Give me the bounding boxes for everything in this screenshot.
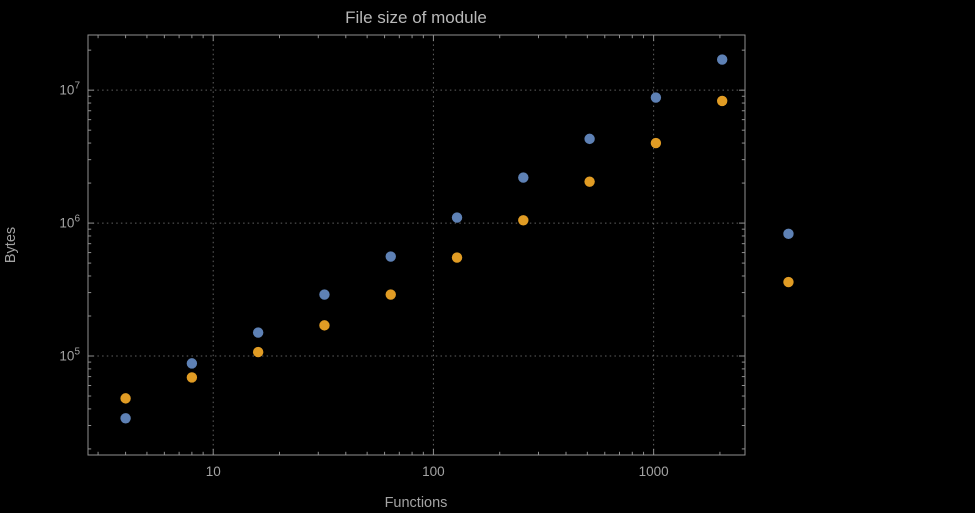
y-tick-label: 105 bbox=[59, 347, 80, 364]
data-point bbox=[518, 215, 529, 226]
x-tick-label: 1000 bbox=[639, 464, 669, 479]
x-tick-label: 100 bbox=[422, 464, 445, 479]
data-point bbox=[319, 289, 330, 300]
data-point bbox=[252, 346, 264, 358]
data-point bbox=[451, 212, 463, 223]
data-point bbox=[385, 251, 396, 262]
data-point bbox=[716, 95, 728, 107]
data-point bbox=[120, 413, 131, 424]
axis-tick-labels: 10 100 1000 105 106 107 bbox=[59, 81, 668, 479]
y-tick-label: 107 bbox=[59, 81, 80, 98]
data-point bbox=[783, 276, 794, 288]
data-point bbox=[518, 172, 529, 183]
data-point bbox=[186, 358, 198, 369]
chart-title: File size of module bbox=[345, 8, 487, 27]
data-point bbox=[584, 133, 595, 145]
data-point bbox=[319, 320, 330, 331]
data-point bbox=[252, 327, 264, 338]
data-point bbox=[783, 228, 794, 240]
gridlines bbox=[88, 35, 745, 455]
series-series-1-blue bbox=[120, 54, 794, 424]
series-series-2-orange bbox=[120, 95, 794, 404]
data-point bbox=[385, 289, 396, 300]
data-points bbox=[120, 54, 794, 424]
data-point bbox=[650, 137, 662, 149]
data-point bbox=[650, 92, 662, 103]
data-point bbox=[716, 54, 728, 65]
y-axis-label: Bytes bbox=[3, 227, 19, 263]
axis-ticks bbox=[88, 35, 745, 455]
plot-frame bbox=[87, 34, 746, 456]
data-point bbox=[584, 176, 595, 187]
y-tick-label: 106 bbox=[59, 214, 80, 231]
x-tick-label: 10 bbox=[206, 464, 221, 479]
x-axis-label: Functions bbox=[385, 495, 448, 511]
data-point bbox=[120, 393, 131, 404]
data-point bbox=[451, 252, 463, 263]
data-point bbox=[186, 372, 198, 383]
